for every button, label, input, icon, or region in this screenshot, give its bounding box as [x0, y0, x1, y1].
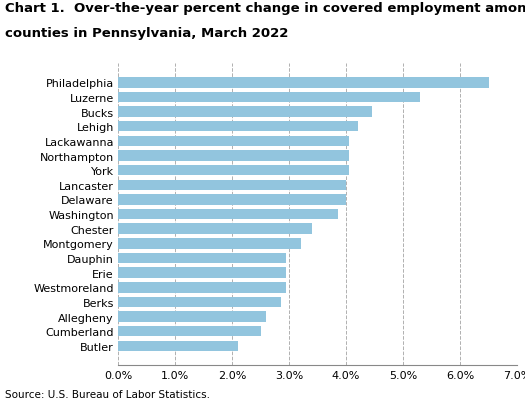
Bar — [118, 326, 260, 336]
Bar — [118, 268, 286, 278]
Text: Chart 1.  Over-the-year percent change in covered employment among the largest: Chart 1. Over-the-year percent change in… — [5, 2, 525, 15]
Bar — [118, 297, 280, 308]
Bar — [118, 224, 312, 235]
Bar — [118, 180, 346, 190]
Bar — [118, 122, 358, 132]
Bar — [118, 209, 338, 220]
Bar — [118, 166, 349, 176]
Text: Source: U.S. Bureau of Labor Statistics.: Source: U.S. Bureau of Labor Statistics. — [5, 389, 210, 399]
Bar — [118, 341, 238, 351]
Bar — [118, 194, 346, 205]
Bar — [118, 107, 372, 117]
Bar — [118, 312, 266, 322]
Bar — [118, 78, 489, 88]
Bar — [118, 151, 349, 161]
Bar — [118, 253, 286, 263]
Bar — [118, 136, 349, 147]
Bar — [118, 282, 286, 293]
Bar — [118, 93, 420, 103]
Text: counties in Pennsylvania, March 2022: counties in Pennsylvania, March 2022 — [5, 27, 289, 40]
Bar — [118, 239, 300, 249]
